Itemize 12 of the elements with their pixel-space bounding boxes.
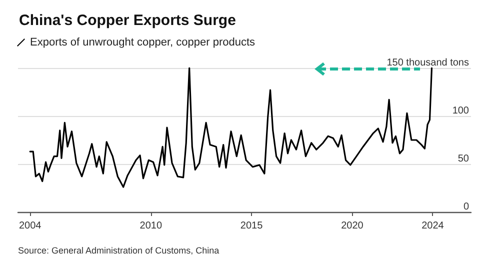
y-tick-label: 100 (452, 106, 470, 116)
x-tick-label: 2004 (18, 220, 42, 232)
legend-label: Exports of unwrought copper, copper products (30, 36, 256, 48)
x-tick-label: 2020 (341, 220, 364, 232)
x-tick-label: 2024 (422, 220, 444, 232)
chart-title: China's Copper Exports Surge (19, 12, 236, 29)
source-note: Source: General Administration of Customs, China (18, 246, 220, 256)
y-tick-label: 0 (463, 202, 470, 212)
y-tick-label: 50 (458, 154, 470, 164)
x-tick-label: 2010 (140, 220, 162, 232)
x-tick-label: 2015 (240, 220, 264, 232)
y-tick-label: 150 thousand tons (386, 58, 469, 68)
